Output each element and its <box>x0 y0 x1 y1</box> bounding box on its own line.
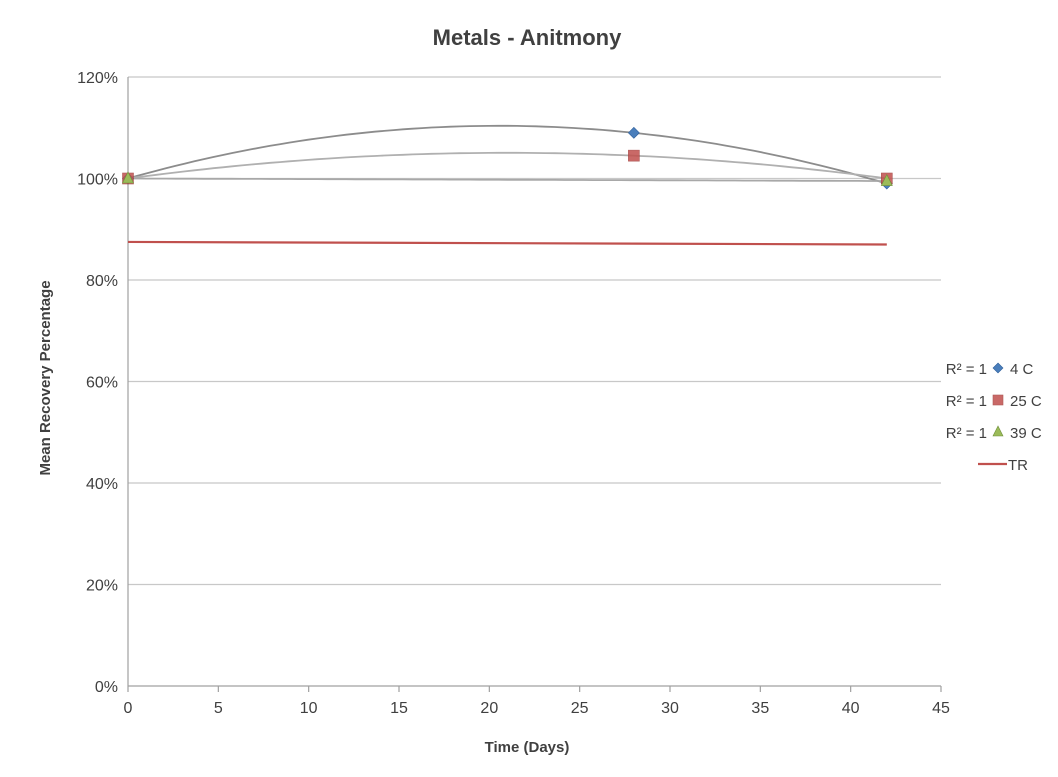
tr-series <box>127 240 887 246</box>
x-tick-label: 5 <box>214 700 223 717</box>
data-point-39-c <box>122 171 134 184</box>
y-tick-label: 40% <box>86 476 118 493</box>
y-tick-label: 120% <box>77 70 118 87</box>
trendline-39-c <box>128 177 887 182</box>
y-tick-label: 100% <box>77 172 118 189</box>
legend-r2-39-c: R² = 1 <box>946 425 987 442</box>
y-tick-label: 0% <box>95 679 118 696</box>
y-tick-label: 60% <box>86 375 118 392</box>
legend-label-4-c: 4 C <box>1010 361 1034 378</box>
chart-title: Metals - Anitmony <box>433 25 622 50</box>
data-point-25-c <box>628 149 640 162</box>
data-point-39-c <box>880 173 893 186</box>
trendlines <box>127 124 888 185</box>
tr-line <box>127 240 887 246</box>
y-tick-label: 80% <box>86 273 118 290</box>
tick-labels: 0% 20% 40% 60% 80% 100% 120% 0 5 10 15 20 25 30 35 40 45 <box>77 70 950 717</box>
x-tick-label: 25 <box>571 700 589 717</box>
x-tick-label: 10 <box>300 700 318 717</box>
x-tick-label: 30 <box>661 700 679 717</box>
legend-marker-25-c <box>992 394 1004 406</box>
y-tick-label: 20% <box>86 578 118 595</box>
legend: R² = 1 4 C R² = 1 25 C R² = 1 39 C TR <box>946 361 1042 474</box>
x-tick-label: 35 <box>751 700 769 717</box>
legend-label-tr: TR <box>1008 457 1028 474</box>
x-tick-label: 40 <box>842 700 860 717</box>
legend-marker-4-c <box>992 362 1004 374</box>
legend-label-39-c: 39 C <box>1010 425 1042 442</box>
x-tick-label: 45 <box>932 700 950 717</box>
x-axis-label: Time (Days) <box>485 739 570 756</box>
x-tick-label: 15 <box>390 700 408 717</box>
legend-marker-39-c <box>992 425 1004 437</box>
data-points <box>122 126 893 190</box>
y-axis-label: Mean Recovery Percentage <box>37 280 54 475</box>
legend-r2-4-c: R² = 1 <box>946 361 987 378</box>
legend-r2-25-c: R² = 1 <box>946 393 987 410</box>
legend-label-25-c: 25 C <box>1010 393 1042 410</box>
trendline-4-c <box>127 124 888 185</box>
trendline-25-c <box>127 151 887 180</box>
data-point-4-c <box>627 126 640 139</box>
x-tick-label: 0 <box>124 700 133 717</box>
x-tick-label: 20 <box>480 700 498 717</box>
